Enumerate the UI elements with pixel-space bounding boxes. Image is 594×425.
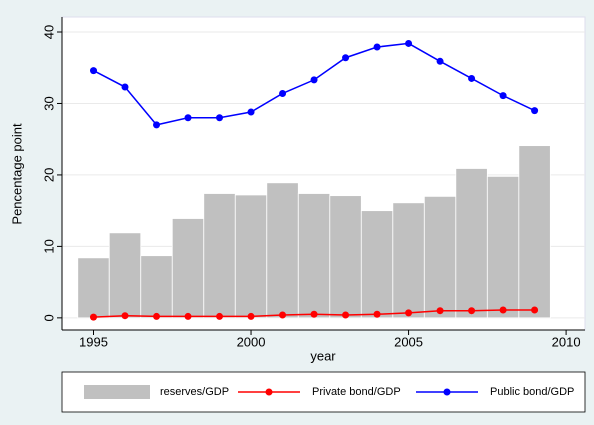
bar bbox=[486, 175, 520, 319]
x-tick-label: 2000 bbox=[237, 334, 266, 349]
bar bbox=[108, 232, 142, 319]
legend-swatch bbox=[84, 385, 150, 399]
point bbox=[405, 39, 413, 47]
point bbox=[216, 312, 224, 320]
x-tick-label: 1995 bbox=[79, 334, 108, 349]
bar bbox=[392, 202, 425, 319]
y-tick-label: 20 bbox=[41, 168, 56, 182]
point bbox=[184, 114, 192, 122]
point bbox=[436, 57, 444, 65]
point bbox=[499, 92, 507, 100]
legend-label: Public bond/GDP bbox=[490, 386, 574, 398]
bar bbox=[518, 145, 551, 319]
bar bbox=[297, 193, 331, 319]
point bbox=[90, 313, 98, 321]
point bbox=[373, 310, 381, 318]
point bbox=[468, 74, 476, 82]
x-axis-title: year bbox=[310, 348, 336, 363]
bar bbox=[266, 182, 299, 319]
point bbox=[121, 83, 129, 91]
point bbox=[531, 306, 539, 314]
point bbox=[279, 89, 287, 97]
point bbox=[184, 312, 192, 320]
bar bbox=[171, 218, 205, 319]
bar bbox=[423, 195, 457, 319]
point bbox=[247, 312, 255, 320]
point bbox=[531, 107, 539, 115]
point bbox=[342, 54, 350, 62]
bar bbox=[360, 210, 394, 319]
point bbox=[153, 121, 161, 129]
y-tick-label: 40 bbox=[41, 25, 56, 39]
point bbox=[90, 67, 98, 75]
x-tick-label: 2010 bbox=[552, 334, 581, 349]
point bbox=[499, 306, 507, 314]
y-axis-title: Pencentage point bbox=[9, 123, 24, 225]
point bbox=[310, 310, 318, 318]
bar bbox=[140, 255, 173, 319]
point bbox=[153, 312, 161, 320]
y-tick-label: 30 bbox=[41, 96, 56, 110]
y-tick-label: 0 bbox=[41, 314, 56, 321]
bar bbox=[234, 194, 268, 319]
point bbox=[405, 309, 413, 317]
point bbox=[436, 307, 444, 315]
legend-label: Private bond/GDP bbox=[312, 386, 401, 398]
point bbox=[342, 311, 350, 319]
legend-label: reserves/GDP bbox=[160, 386, 229, 398]
point bbox=[121, 312, 129, 320]
point bbox=[310, 76, 318, 84]
y-tick-label: 10 bbox=[41, 239, 56, 253]
point bbox=[247, 108, 255, 116]
bar bbox=[203, 193, 236, 319]
legend-marker bbox=[265, 388, 273, 396]
legend-marker bbox=[443, 388, 451, 396]
bar bbox=[77, 257, 110, 319]
bar bbox=[329, 195, 362, 319]
x-tick-label: 2005 bbox=[394, 334, 423, 349]
point bbox=[279, 311, 287, 319]
point bbox=[216, 114, 224, 122]
point bbox=[468, 307, 476, 315]
bar bbox=[455, 168, 488, 319]
point bbox=[373, 43, 381, 51]
